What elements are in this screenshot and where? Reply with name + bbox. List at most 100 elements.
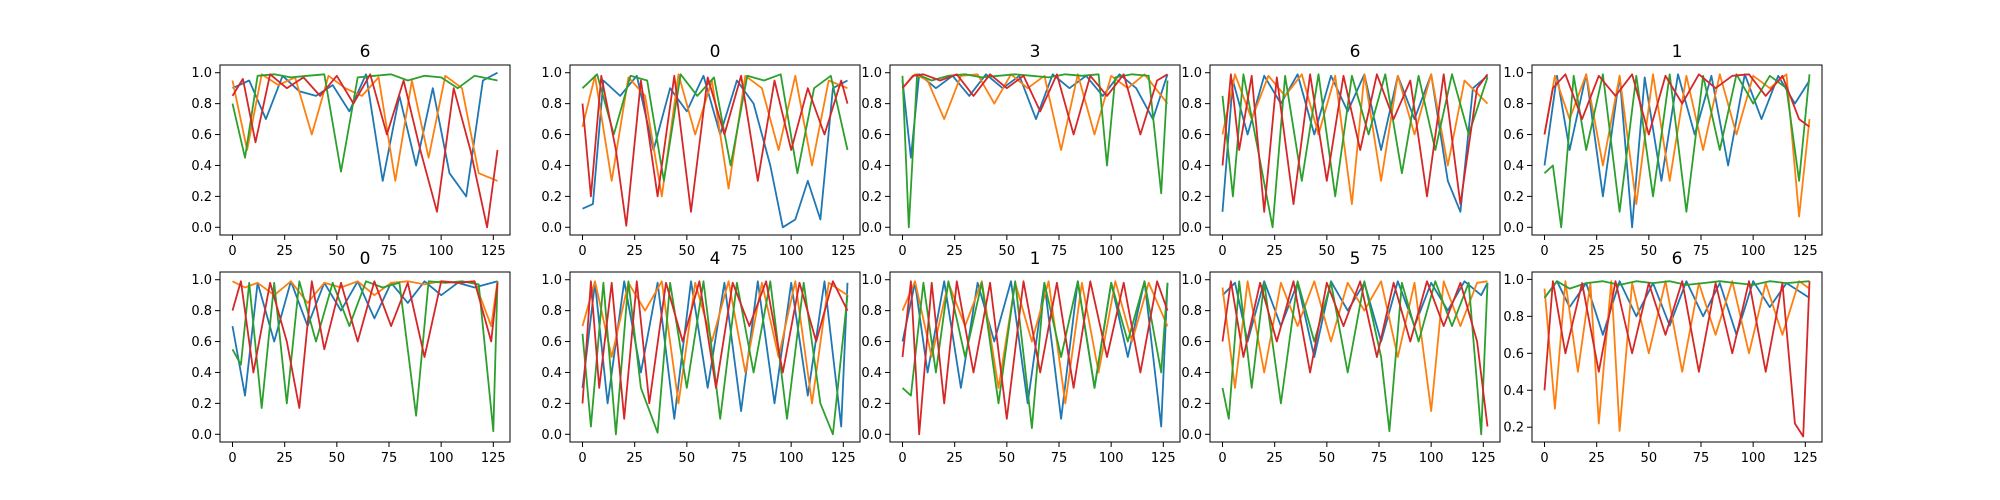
x-tick-label: 100 (1419, 244, 1444, 259)
subplot-6: 0.0 0.2 0.4 0.6 0.8 1.0 0 25 50 75 100 125 4 (541, 249, 861, 466)
y-tick-label: 0.4 (1503, 159, 1524, 174)
subplot-7: 0.0 0.2 0.4 0.6 0.8 1.0 0 25 50 75 100 125 1 (861, 249, 1181, 466)
y-tick-label: 0.8 (541, 97, 562, 112)
series-line-3 (1221, 73, 1489, 213)
x-tick-label: 50 (999, 244, 1016, 259)
subplot-title: 3 (1030, 42, 1041, 62)
y-tick-label: 0.6 (1503, 347, 1524, 362)
x-tick-label: 25 (1266, 451, 1283, 466)
plot-frame (219, 64, 511, 236)
y-tick-label: 0.0 (1503, 221, 1524, 236)
x-tick-label: 100 (779, 451, 804, 466)
x-tick-label: 100 (1099, 244, 1124, 259)
x-tick-label: 0 (578, 451, 586, 466)
subplot-4: 0.0 0.2 0.4 0.6 0.8 1.0 0 25 50 75 100 125 1 (1503, 42, 1823, 259)
x-tick-label: 75 (1371, 451, 1388, 466)
series-line-2 (1221, 280, 1489, 436)
x-tick-label: 100 (1741, 451, 1766, 466)
x-tick-label: 50 (999, 451, 1016, 466)
subplot-title: 6 (1350, 42, 1361, 62)
series-line-2 (901, 73, 1169, 229)
subplot-title: 6 (360, 42, 371, 62)
y-tick-label: 1.0 (861, 66, 882, 81)
x-tick-label: 75 (731, 244, 748, 259)
subplot-8: 0.0 0.2 0.4 0.6 0.8 1.0 0 25 50 75 100 125 5 (1181, 249, 1501, 466)
x-tick-label: 50 (1319, 451, 1336, 466)
y-tick-label: 1.0 (541, 273, 562, 288)
subplot-1: 0.0 0.2 0.4 0.6 0.8 1.0 0 25 50 75 100 125 0 (541, 42, 861, 259)
y-tick-label: 0.8 (1503, 310, 1524, 325)
x-tick-label: 75 (1693, 244, 1710, 259)
y-tick-label: 0.2 (1503, 190, 1524, 205)
y-tick-label: 0.2 (1503, 421, 1524, 436)
subplot-9: 0.2 0.4 0.6 0.8 1.0 0 25 50 75 100 125 6 (1503, 249, 1823, 466)
y-tick-label: 0.0 (861, 428, 882, 443)
y-tick-label: 0.6 (1503, 128, 1524, 143)
x-tick-label: 75 (1693, 451, 1710, 466)
y-tick-label: 0.8 (191, 97, 212, 112)
series-line-0 (1543, 73, 1811, 229)
x-tick-label: 25 (1588, 451, 1605, 466)
y-tick-label: 0.8 (861, 97, 882, 112)
y-tick-label: 1.0 (1181, 273, 1202, 288)
series-line-2 (581, 280, 849, 436)
series-line-0 (232, 71, 498, 198)
x-tick-label: 0 (228, 451, 236, 466)
series-line-1 (901, 280, 1169, 405)
series-line-3 (901, 280, 1169, 436)
x-tick-label: 100 (1419, 451, 1444, 466)
x-tick-label: 25 (946, 451, 963, 466)
plot-frame (889, 64, 1181, 236)
series-line-3 (1543, 73, 1811, 136)
y-tick-label: 0.2 (191, 397, 212, 412)
series-line-2 (1543, 280, 1810, 299)
y-tick-label: 0.4 (541, 159, 562, 174)
y-tick-label: 0.2 (541, 397, 562, 412)
x-tick-label: 50 (329, 244, 346, 259)
subplot-title: 1 (1672, 42, 1683, 62)
series-line-1 (1221, 73, 1489, 205)
y-tick-label: 0.8 (861, 304, 882, 319)
y-tick-label: 0.4 (1503, 384, 1524, 399)
y-tick-label: 1.0 (541, 66, 562, 81)
y-tick-label: 0.6 (861, 335, 882, 350)
x-tick-label: 50 (1319, 244, 1336, 259)
x-tick-label: 100 (1099, 451, 1124, 466)
y-tick-label: 0.6 (1181, 335, 1202, 350)
series-line-3 (1543, 280, 1811, 438)
series-line-3 (1221, 280, 1489, 427)
y-tick-label: 0.0 (191, 428, 212, 443)
x-tick-label: 0 (898, 244, 906, 259)
x-tick-label: 75 (1051, 451, 1068, 466)
series-line-2 (581, 73, 849, 182)
x-tick-label: 75 (381, 451, 398, 466)
y-tick-label: 0.6 (1181, 128, 1202, 143)
x-tick-label: 100 (429, 451, 454, 466)
y-tick-label: 1.0 (191, 66, 212, 81)
subplot-0: 0.0 0.2 0.4 0.6 0.8 1.0 0 25 50 75 100 125 6 (191, 42, 511, 259)
x-tick-label: 50 (329, 451, 346, 466)
y-tick-label: 0.8 (1181, 304, 1202, 319)
y-tick-label: 0.6 (861, 128, 882, 143)
series-line-3 (581, 74, 849, 227)
series-line-2 (901, 280, 1169, 429)
y-tick-label: 0.0 (1181, 221, 1202, 236)
y-tick-label: 0.2 (191, 190, 212, 205)
x-tick-label: 125 (1793, 244, 1818, 259)
y-tick-label: 0.4 (191, 159, 212, 174)
subplot-title: 5 (1350, 249, 1361, 269)
series-line-3 (581, 280, 849, 420)
x-tick-label: 125 (831, 451, 856, 466)
subplot-title: 6 (1672, 249, 1683, 269)
x-tick-label: 125 (1471, 451, 1496, 466)
series-line-3 (231, 73, 499, 229)
y-tick-label: 0.4 (191, 366, 212, 381)
y-tick-label: 0.2 (1181, 190, 1202, 205)
series-line-1 (581, 280, 848, 405)
series-line-3 (901, 73, 1168, 136)
y-tick-label: 0.4 (541, 366, 562, 381)
x-tick-label: 0 (228, 244, 236, 259)
x-tick-label: 0 (1218, 451, 1226, 466)
y-tick-label: 0.6 (541, 128, 562, 143)
